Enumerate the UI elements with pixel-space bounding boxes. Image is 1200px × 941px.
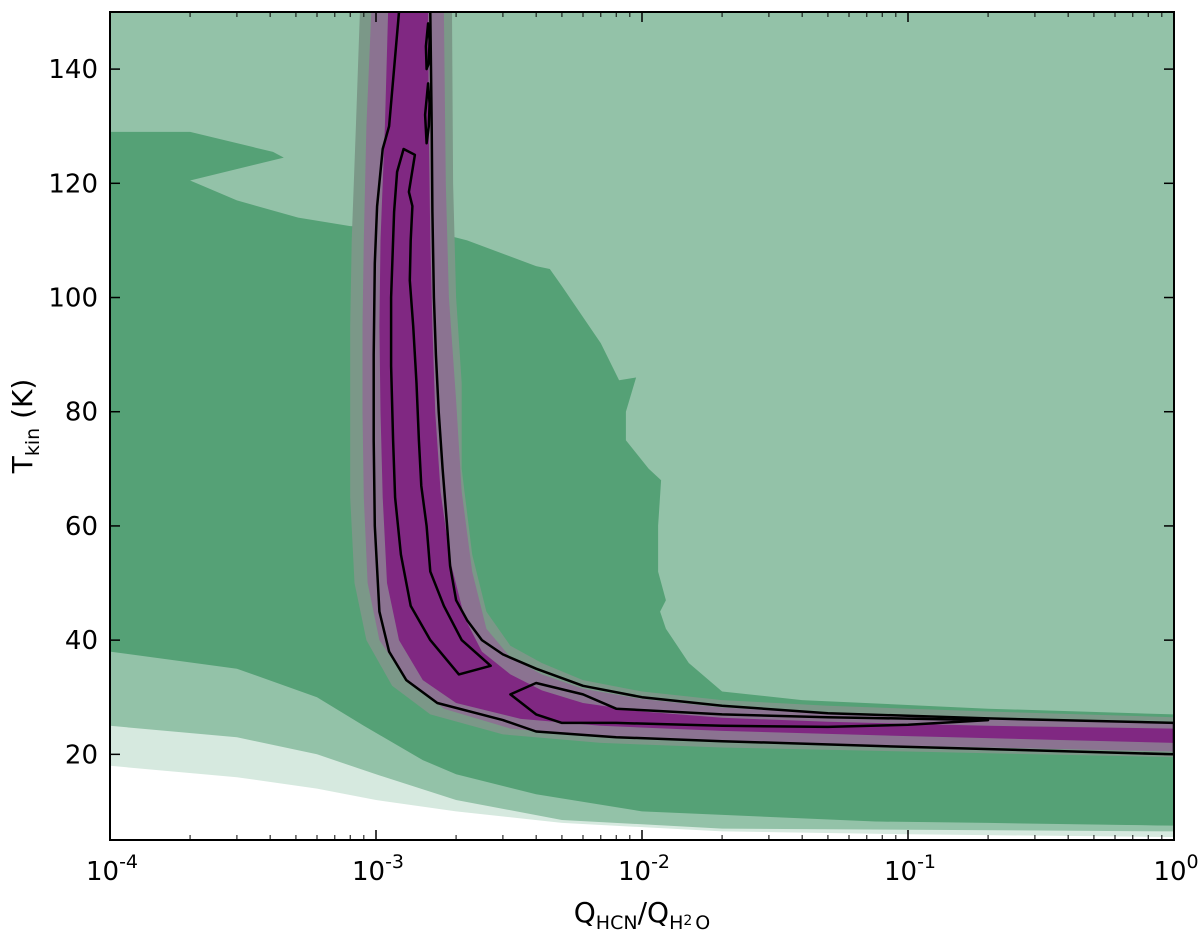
x-tick-label-4: 100	[1153, 851, 1198, 887]
filled-regions	[110, 12, 1174, 840]
x-tick-label-2: 10-2	[618, 851, 670, 887]
contour-peak-1	[424, 22, 431, 71]
y-tick-label-4: 100	[48, 284, 98, 314]
x-tick-label-0: 10-4	[86, 851, 138, 887]
x-tick-label-1: 10-3	[352, 851, 404, 887]
contour-lines	[372, 12, 1174, 756]
y-axis-label: Tkin (K)	[6, 379, 44, 475]
y-tick-label-1: 40	[65, 626, 98, 656]
region-white-floor	[110, 765, 1174, 840]
y-tick-label-2: 60	[65, 512, 98, 542]
region-purple-band	[379, 12, 1174, 743]
y-tick-label-5: 120	[48, 169, 98, 199]
y-tick-label-6: 140	[48, 55, 98, 85]
y-axis-ticks: 20 40 60 80 100 120 140	[48, 55, 1174, 770]
y-tick-label-0: 20	[65, 740, 98, 770]
contour-outer	[372, 12, 1174, 756]
contour-peak-2	[423, 82, 431, 145]
y-tick-label-3: 80	[65, 398, 98, 428]
x-axis-label: QHCN/QH2 O	[574, 896, 711, 934]
x-axis-ticks: 10-4 10-3 10-2 10-1 100	[86, 12, 1199, 887]
contour-inner-lower	[509, 681, 990, 729]
contour-inner-upper	[389, 147, 492, 676]
x-tick-label-3: 10-1	[884, 851, 936, 887]
